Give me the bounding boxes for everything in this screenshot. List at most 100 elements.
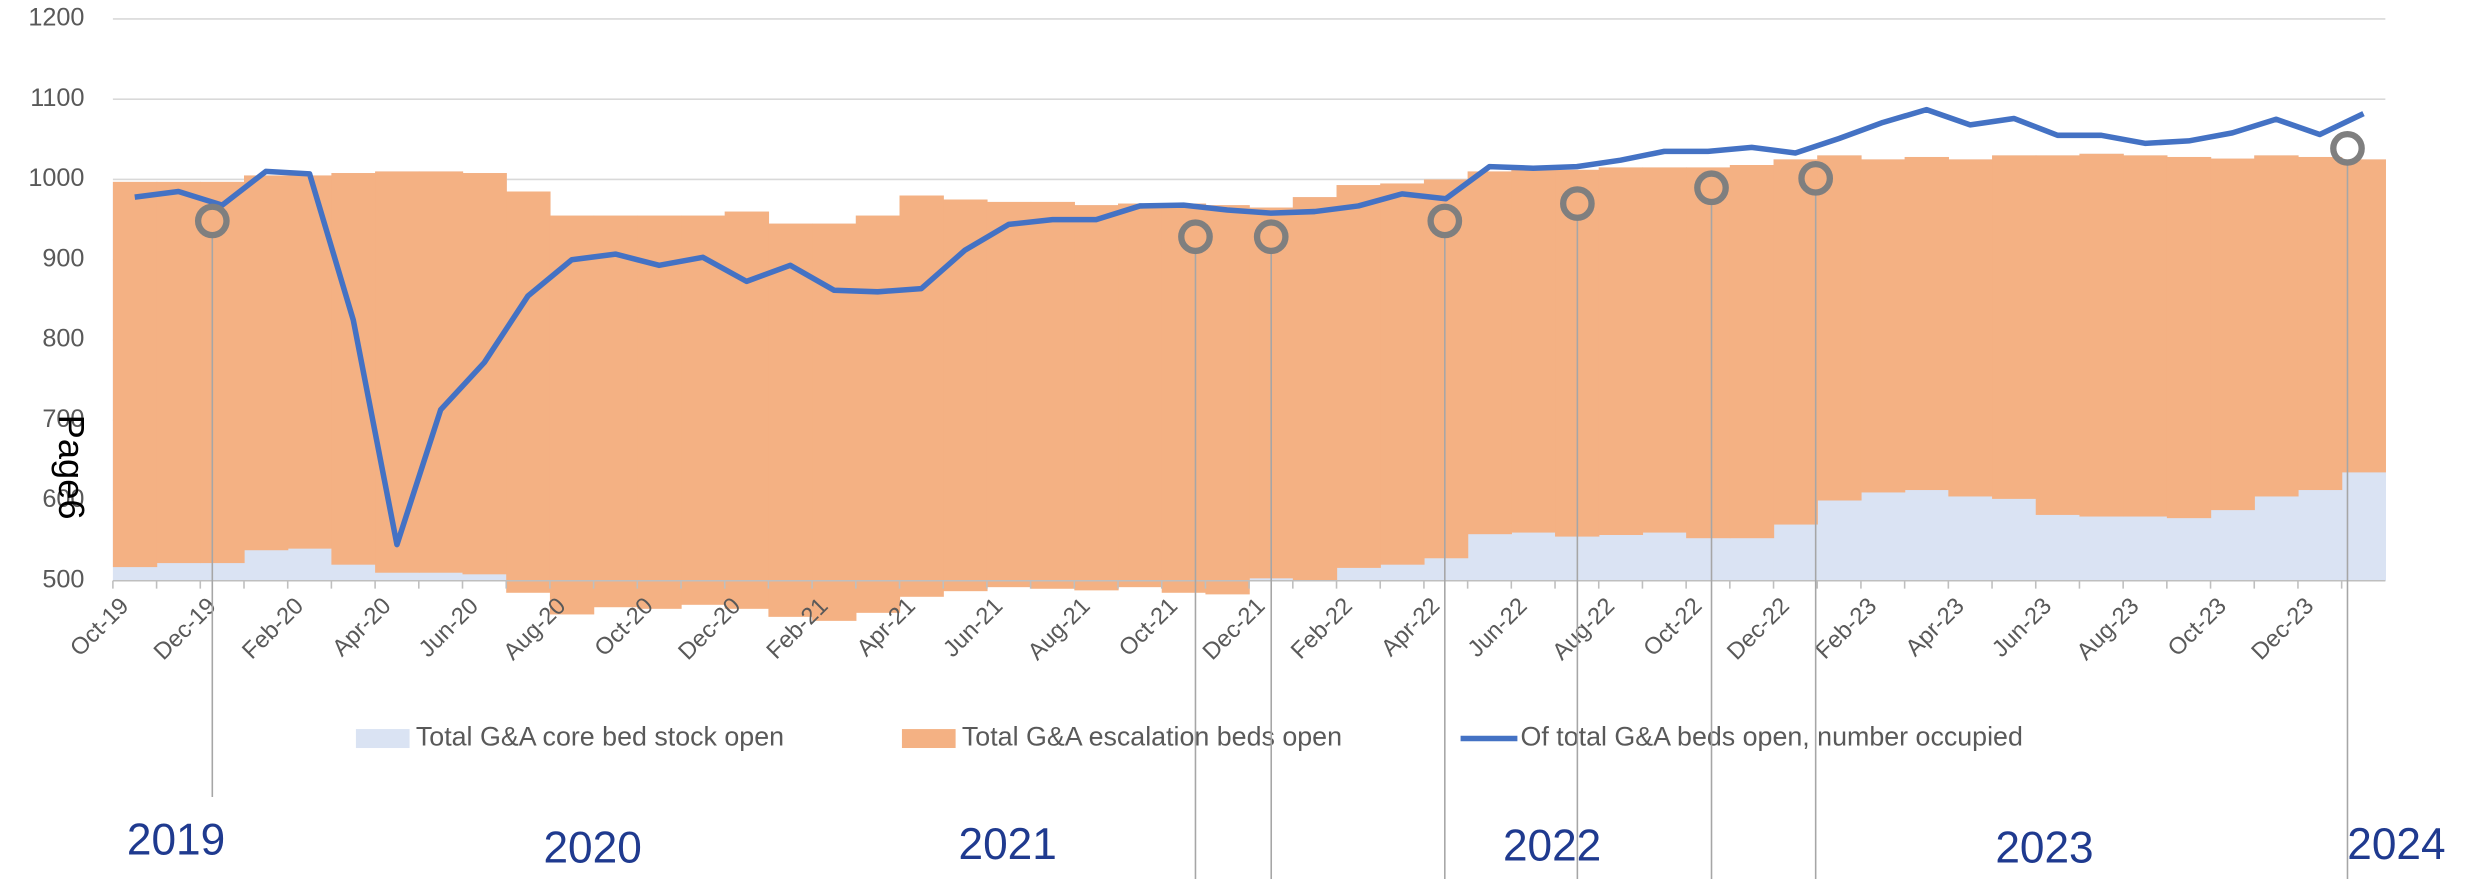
marker-ring <box>1178 219 1213 255</box>
year-label: 2021 <box>959 820 1057 869</box>
bar <box>768 223 813 617</box>
bar <box>986 201 1032 588</box>
x-tick-label: Oct-23 <box>2163 593 2232 662</box>
year-label: 2020 <box>544 823 642 872</box>
x-tick-label: Aug-20 <box>499 593 571 665</box>
bar <box>1904 156 1949 491</box>
bar <box>593 215 638 608</box>
bar <box>506 191 551 593</box>
legend-label: Total G&A core bed stock open <box>416 722 784 752</box>
x-tick-label: Jun-22 <box>1463 593 1533 663</box>
marker-ring <box>2330 130 2365 166</box>
x-tick-label: Aug-23 <box>2072 593 2144 665</box>
y-tick-label: 1200 <box>28 4 84 32</box>
bars <box>112 153 2386 621</box>
bar <box>2254 155 2299 497</box>
bar <box>2210 158 2255 511</box>
x-tick-label: Apr-23 <box>1901 593 1970 662</box>
bar <box>899 195 944 597</box>
marker-ring <box>194 203 230 239</box>
y-tick-label: 1000 <box>28 164 84 192</box>
bar <box>943 199 988 592</box>
bar <box>1336 185 1381 568</box>
year-label: 2023 <box>1995 823 2093 872</box>
bar <box>2035 155 2081 515</box>
bar <box>681 215 726 605</box>
bar <box>1380 183 1425 565</box>
page-annotation: Page6 <box>51 415 92 520</box>
bar <box>287 175 333 549</box>
bar <box>200 181 245 564</box>
marker-ring <box>1798 160 1834 196</box>
year-label: 2019 <box>127 815 225 864</box>
x-tick-label: Oct-21 <box>1114 593 1183 662</box>
y-tick-label: 500 <box>42 565 84 593</box>
marker-ring <box>1560 186 1595 221</box>
bar <box>1511 167 1556 533</box>
bar <box>1773 159 1818 525</box>
x-tick-label: Apr-20 <box>328 593 397 662</box>
legend-label: Of total G&A beds open, number occupied <box>1521 722 2023 752</box>
bar <box>1161 203 1207 593</box>
annotations: 2019 2020 2021 2022 2023 2024 Page6 <box>51 130 2446 879</box>
x-tick-label: Feb-22 <box>1286 593 1357 664</box>
legend-swatch <box>901 729 956 749</box>
bar <box>418 171 464 573</box>
x-tick-label: Aug-21 <box>1023 593 1095 665</box>
bar <box>1467 171 1512 535</box>
x-tick-label: Oct-22 <box>1639 593 1708 662</box>
line <box>134 106 2365 548</box>
bar <box>1292 197 1338 581</box>
bar <box>462 173 507 575</box>
bar <box>1118 203 1163 588</box>
bar <box>1642 167 1687 533</box>
bar <box>1686 167 1731 539</box>
x-tick-label: Jun-21 <box>939 593 1009 663</box>
bar <box>1074 205 1119 591</box>
x-tick-label: Apr-22 <box>1377 593 1446 662</box>
x-tick-label: Dec-21 <box>1198 593 1270 665</box>
y-tick-label: 900 <box>42 244 84 272</box>
bar <box>156 181 201 564</box>
x-tick-label: Dec-23 <box>2247 593 2319 665</box>
bar <box>1992 155 2037 499</box>
y-tick-label: 1100 <box>30 84 84 112</box>
legend-label: Total G&A escalation beds open <box>962 722 1342 752</box>
bar <box>637 215 682 609</box>
bar <box>243 175 289 551</box>
bar <box>1030 201 1075 589</box>
bar <box>375 171 420 573</box>
y-tick-label: 600 <box>42 485 84 513</box>
x-tick-label: Feb-23 <box>1811 593 1882 664</box>
y-tick-label: 700 <box>42 405 84 433</box>
bar <box>549 215 595 615</box>
year-label: 2024 <box>2347 820 2445 869</box>
bar <box>112 181 158 568</box>
bar <box>1205 205 1250 595</box>
marker-ring <box>1427 203 1463 239</box>
bar <box>1729 165 1775 539</box>
bar <box>1817 155 1862 501</box>
bar <box>1598 167 1644 535</box>
bar <box>1423 179 1469 559</box>
x-tick-label: Aug-22 <box>1548 593 1620 665</box>
marker-ring <box>1253 219 1289 255</box>
x-tick-label: Oct-19 <box>66 593 135 662</box>
x-tick-label: Feb-20 <box>238 593 309 664</box>
lines <box>134 106 2365 548</box>
legend-swatch <box>355 729 410 749</box>
bar <box>1948 159 1993 497</box>
legend: Total G&A core bed stock open Total G&A e… <box>355 722 2023 752</box>
bar <box>2297 156 2343 491</box>
marker-ring <box>1694 170 1729 206</box>
year-label: 2022 <box>1503 822 1601 871</box>
bar <box>2123 155 2168 517</box>
y-tick-label: 800 <box>42 325 84 353</box>
x-tick-label: Dec-22 <box>1723 593 1795 665</box>
x-tick-label: Jun-20 <box>414 593 484 663</box>
x-tick-label: Jun-23 <box>1987 593 2057 663</box>
bar <box>1860 159 1906 493</box>
bar <box>2079 153 2124 517</box>
bar <box>855 215 901 613</box>
